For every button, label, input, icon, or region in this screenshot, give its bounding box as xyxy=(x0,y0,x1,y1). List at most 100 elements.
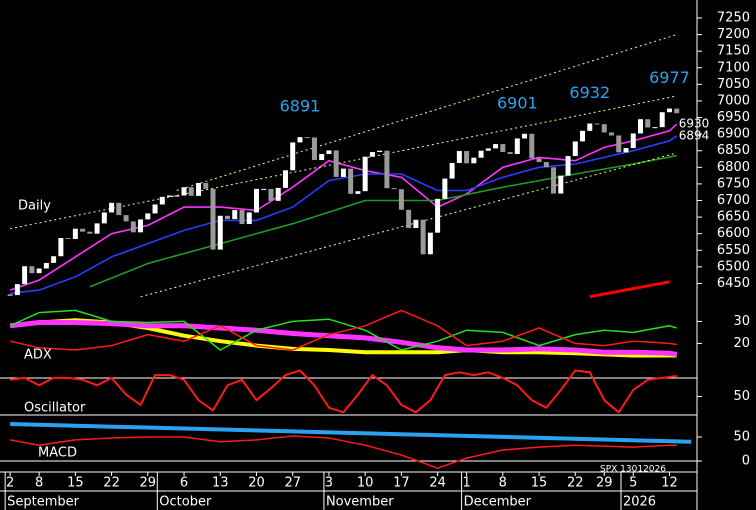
candle xyxy=(297,137,303,143)
candle xyxy=(101,212,107,224)
candle xyxy=(109,202,115,213)
candle xyxy=(587,123,593,131)
candle xyxy=(478,150,484,158)
candle xyxy=(565,156,571,176)
candle xyxy=(471,157,477,164)
y-tick-label: 7050 xyxy=(717,77,750,92)
price-annotation: 6932 xyxy=(569,83,610,102)
x-tick-label: 15 xyxy=(67,476,84,491)
candle xyxy=(22,266,28,285)
candle xyxy=(514,138,520,155)
x-tick-label: 22 xyxy=(103,476,120,491)
candle xyxy=(319,154,325,161)
candle xyxy=(384,150,390,189)
candle xyxy=(659,112,665,128)
x-tick-label: 3 xyxy=(325,476,333,491)
candle xyxy=(507,152,513,155)
candle xyxy=(652,127,658,129)
candle xyxy=(529,133,535,159)
candle xyxy=(326,150,332,155)
price-annotation: 6891 xyxy=(280,97,321,116)
y-tick-label: 50 xyxy=(733,430,750,445)
candle xyxy=(500,144,506,153)
candle xyxy=(87,231,93,234)
candle xyxy=(601,124,607,133)
candle xyxy=(80,228,86,232)
x-tick-label: 29 xyxy=(140,476,157,491)
y-tick-label: 50 xyxy=(733,389,750,404)
candle xyxy=(36,268,42,274)
candle xyxy=(377,150,383,153)
candle xyxy=(268,188,274,201)
panel-label: Daily xyxy=(18,199,51,214)
y-tick-label: 7200 xyxy=(717,27,750,42)
candle xyxy=(94,223,100,234)
candle xyxy=(427,232,433,255)
candle xyxy=(203,182,209,189)
indicator-line xyxy=(9,435,677,469)
candle xyxy=(348,168,354,194)
candle xyxy=(116,202,122,216)
y-tick-label: 6500 xyxy=(717,259,750,274)
candle xyxy=(543,162,549,168)
y-tick-label: 6850 xyxy=(717,143,750,158)
y-tick-label: 7000 xyxy=(717,93,750,108)
y-tick-label: 7150 xyxy=(717,44,750,59)
candle xyxy=(58,237,64,257)
y-tick-label: 6950 xyxy=(717,110,750,125)
candle xyxy=(616,135,622,153)
candle xyxy=(239,210,245,225)
candle xyxy=(261,188,267,190)
x-tick-label: 17 xyxy=(393,476,410,491)
candle xyxy=(609,132,615,136)
indicator-line xyxy=(9,320,678,357)
candle xyxy=(449,163,455,179)
candle xyxy=(522,133,528,139)
candle xyxy=(217,215,223,250)
candle xyxy=(210,188,216,250)
panel-label: Oscillator xyxy=(24,401,86,416)
candle xyxy=(43,262,49,269)
candle xyxy=(188,187,194,196)
candle xyxy=(420,219,426,255)
candle xyxy=(493,144,499,149)
candle xyxy=(138,219,144,233)
y-tick-label: 6700 xyxy=(717,193,750,208)
candle xyxy=(72,228,78,239)
candle xyxy=(253,188,259,213)
indicator-line xyxy=(9,369,677,414)
y-tick-label: 30 xyxy=(733,314,750,329)
candle xyxy=(355,191,361,194)
candle xyxy=(391,188,397,190)
candle xyxy=(435,198,441,233)
end-value-label: 6930 xyxy=(679,117,710,131)
candle xyxy=(594,123,600,125)
candle xyxy=(340,168,346,177)
candle xyxy=(311,137,317,161)
y-tick-label: 6600 xyxy=(717,226,750,241)
candle xyxy=(413,219,419,229)
candle xyxy=(232,210,238,220)
candle xyxy=(623,148,629,153)
x-tick-label: 24 xyxy=(429,476,446,491)
indicator-line xyxy=(89,154,677,288)
x-tick-label: 6 xyxy=(180,476,188,491)
candle xyxy=(152,204,158,214)
candle xyxy=(485,148,491,151)
candle xyxy=(637,119,643,134)
candle xyxy=(674,108,680,114)
footer: SPX 13012026 xyxy=(600,465,666,475)
month-label: December xyxy=(464,495,532,510)
y-tick-label: 7250 xyxy=(717,10,750,25)
x-tick-label: 29 xyxy=(596,476,613,491)
candle xyxy=(181,187,187,196)
x-tick-label: 22 xyxy=(567,476,584,491)
y-tick-label: 6650 xyxy=(717,210,750,225)
candle xyxy=(645,119,651,128)
candle xyxy=(369,152,375,157)
candle xyxy=(398,189,404,210)
candle xyxy=(145,213,151,220)
x-tick-label: 1 xyxy=(462,476,470,491)
price-annotation: 6901 xyxy=(497,93,538,112)
